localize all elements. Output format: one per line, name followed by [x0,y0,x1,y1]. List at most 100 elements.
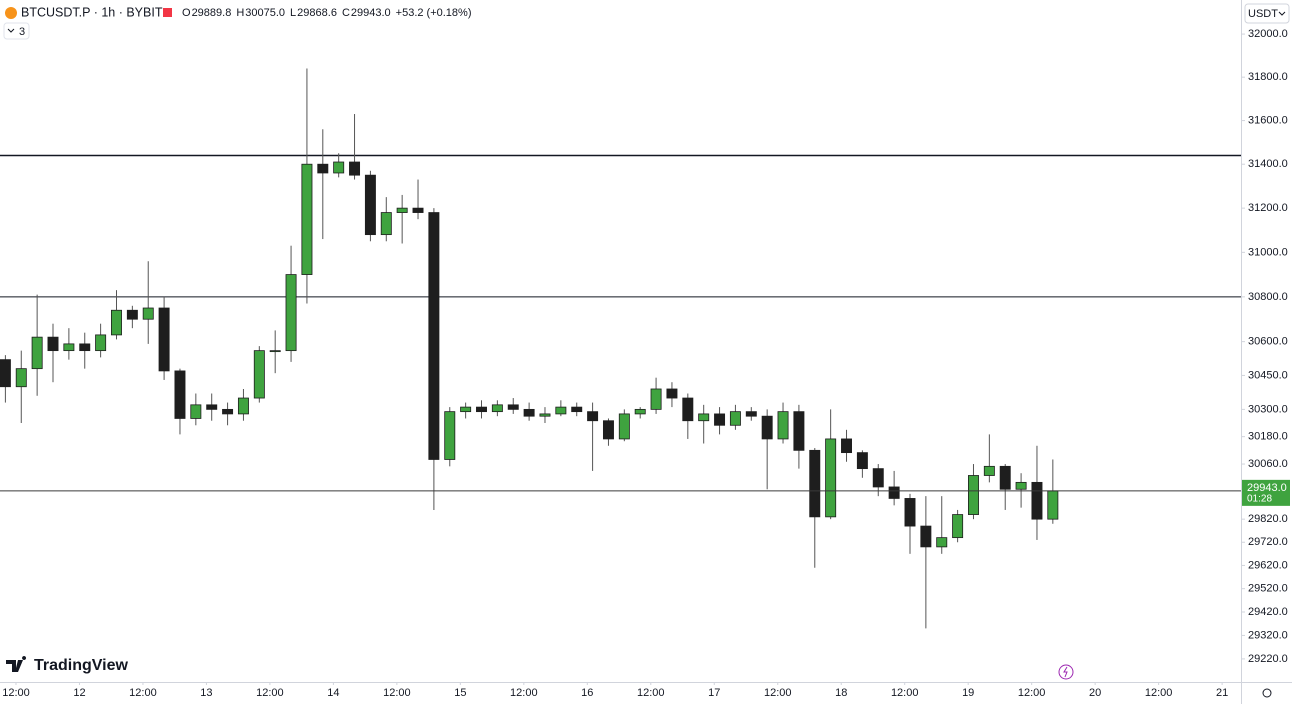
ohlc-key: L [290,7,296,19]
candle-body [412,207,424,213]
candle-body [761,415,773,440]
y-tick-label: 30180.0 [1248,431,1288,443]
y-tick-label: 31000.0 [1248,246,1288,258]
x-tick-label: 16 [581,687,593,699]
y-tick-label: 29520.0 [1248,583,1288,595]
candle-body [539,413,551,417]
candle-body [634,408,646,415]
candle-body [841,438,852,454]
y-tick-label: 29720.0 [1248,536,1288,548]
ohlc-key: C [342,7,350,19]
candle-body [936,537,948,548]
indicator-count: 3 [19,26,25,38]
candle-body [15,368,27,388]
y-tick-label: 31400.0 [1248,158,1288,170]
x-tick-label: 20 [1089,687,1101,699]
y-tick-label: 30600.0 [1248,336,1288,348]
y-tick-label: 31800.0 [1248,71,1288,83]
candle-body [126,309,138,320]
candle-body [666,388,678,399]
ohlc-value: 29943.0 [351,7,391,19]
x-tick-label: 12:00 [891,687,919,699]
candle-body [174,370,186,419]
x-tick-label: 21 [1216,687,1228,699]
plot [0,68,1241,629]
event-bolt [1063,666,1068,678]
ohlc-value: 29868.6 [297,7,337,19]
ohlc-value: 30075.0 [245,7,285,19]
candle-body [587,411,599,422]
y-tick-label: 29620.0 [1248,559,1288,571]
y-tick-label: 30300.0 [1248,403,1288,415]
candle-body [158,307,170,372]
y-tick-label: 32000.0 [1248,28,1288,40]
event-icon[interactable] [1058,664,1074,680]
candle-body [47,336,59,352]
candle-body [222,408,234,415]
candle-body [285,274,297,352]
candle-body [190,404,202,419]
candle-body [253,350,265,399]
indicators-toggle[interactable] [3,22,30,40]
x-tick-label: 13 [200,687,212,699]
candle-body [79,343,91,352]
candle-body [856,452,868,470]
x-tick-label: 12:00 [129,687,157,699]
candle-body [396,207,408,213]
x-tick-label: 19 [962,687,974,699]
candle-body [333,161,345,174]
candle-body [555,406,567,415]
symbol: BTCUSDT.P · 1h · BYBIT [21,5,163,19]
x-tick-label: 12:00 [2,687,30,699]
candle-body [444,411,456,460]
ohlc-value: 29889.8 [192,7,232,19]
x-tick-label: 12:00 [510,687,538,699]
candle-body [650,388,662,410]
candle-body [111,309,122,336]
countdown: 01:28 [1247,494,1272,505]
candle-body [904,498,916,527]
candle-body [364,174,376,236]
candle-body [825,438,837,518]
last-price-label: 29943.0 [1247,482,1287,494]
x-tick-label: 17 [708,687,720,699]
candle-body [968,475,979,515]
x-tick-label: 12:00 [383,687,411,699]
candle-body [301,163,313,275]
candle-body [237,397,249,415]
x-tick-label: 18 [835,687,847,699]
x-tick-label: 12 [73,687,85,699]
y-tick-label: 29320.0 [1248,629,1288,641]
settings-icon[interactable] [1262,688,1272,698]
candle-body [476,406,487,413]
candle-body [269,350,281,353]
candle-body [63,343,75,352]
currency-select[interactable] [1244,3,1290,24]
candle-body [920,525,932,548]
candle-body [872,468,884,488]
candle-body [0,359,11,388]
ohlc: O 29889.8 H 30075.0 L 29868.6 C 29943.0 +53.2 (+… [182,7,472,19]
candle-body [317,163,329,174]
candle-body [618,413,630,440]
candle-body [380,212,392,236]
x-tick-label: 12:00 [764,687,792,699]
x-tick-label: 12:00 [637,687,665,699]
candle-body [349,161,361,176]
ohlc-key: H [236,7,244,19]
candle-body [745,411,757,417]
ohlc-key: O [182,7,191,19]
y-tick-label: 30450.0 [1248,369,1288,381]
candle-body [571,406,583,413]
candle-body [602,420,614,440]
x-tick-label: 14 [327,687,339,699]
x-tick-label: 12:00 [1018,687,1046,699]
candle-body [31,336,43,370]
x-tick-label: 12:00 [256,687,284,699]
candle-body [999,465,1011,490]
flag-icon[interactable] [163,8,172,17]
candle-body [698,413,710,422]
candle-body [95,334,107,352]
candle-body [714,413,726,426]
